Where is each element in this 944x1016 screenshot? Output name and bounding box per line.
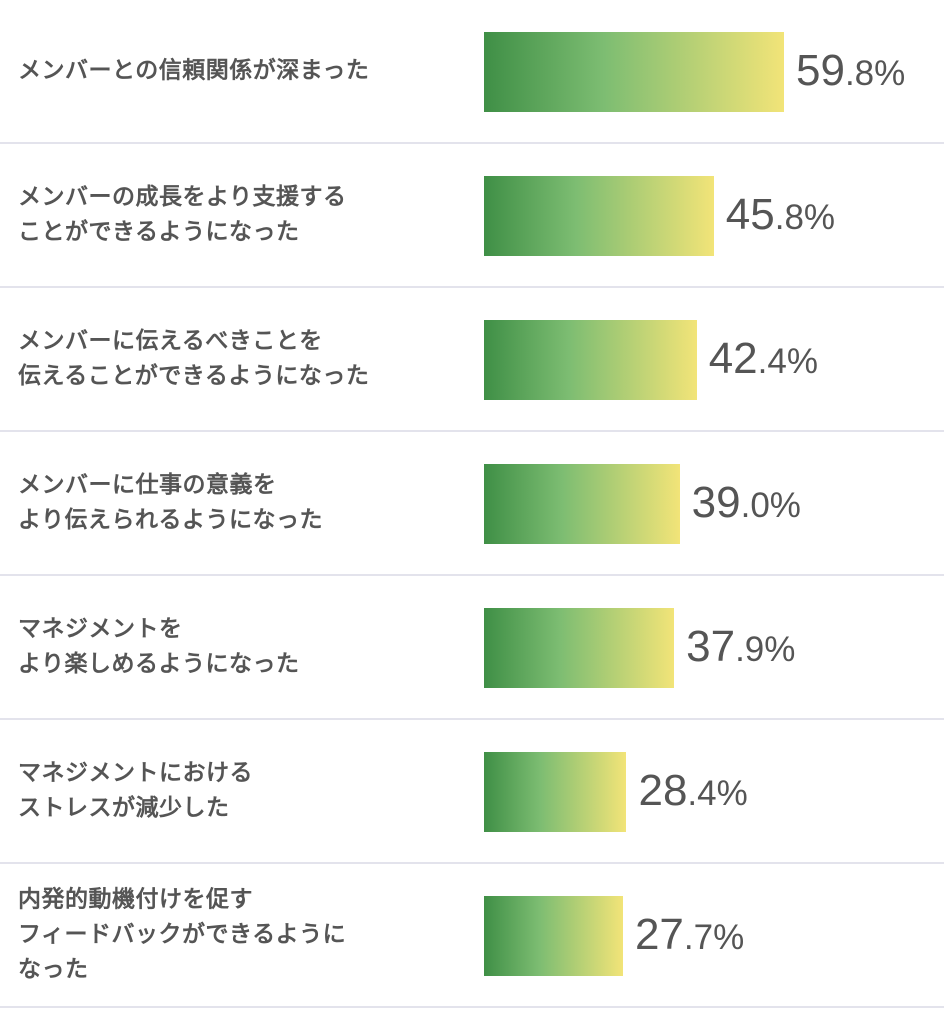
bar xyxy=(484,32,784,112)
chart-row: マネジメントを より楽しめるようになった 37.9% xyxy=(0,576,944,720)
category-label: メンバーに仕事の意義を より伝えられるようになった xyxy=(18,472,324,533)
bar xyxy=(484,608,675,688)
bar xyxy=(484,176,714,256)
value-label: 27.7% xyxy=(634,910,745,959)
value-label: 28.4% xyxy=(638,766,748,815)
bar xyxy=(484,752,627,832)
value-label: 45.8% xyxy=(725,190,836,239)
category-label: メンバーに伝えるべきことを 伝えることができるようになった xyxy=(18,328,370,389)
category-label: 内発的動機付けを促す フィードバックができるように なった xyxy=(18,886,347,983)
value-label: 37.9% xyxy=(686,622,796,671)
category-label: マネジメントを より楽しめるようになった xyxy=(18,616,300,677)
chart-row: メンバーの成長をより支援する ことができるようになった 45.8% xyxy=(0,144,944,288)
value-label: 59.8% xyxy=(796,46,906,95)
category-label: マネジメントにおける ストレスが減少した xyxy=(18,760,253,821)
chart-row: メンバーに伝えるべきことを 伝えることができるようになった 42.4% xyxy=(0,288,944,432)
chart-row: メンバーとの信頼関係が深まった 59.8% xyxy=(0,0,944,144)
bar xyxy=(484,896,623,976)
chart-row: マネジメントにおける ストレスが減少した 28.4% xyxy=(0,720,944,864)
category-label: メンバーとの信頼関係が深まった xyxy=(18,57,370,84)
chart-row: 内発的動機付けを促す フィードバックができるように なった 27.7% xyxy=(0,864,944,1008)
chart-row: メンバーに仕事の意義を より伝えられるようになった 39.0% xyxy=(0,432,944,576)
value-label: 39.0% xyxy=(691,478,801,527)
value-label: 42.4% xyxy=(708,334,818,383)
bar xyxy=(484,320,697,400)
bar xyxy=(484,464,680,544)
category-label: メンバーの成長をより支援する ことができるようになった xyxy=(18,184,347,245)
